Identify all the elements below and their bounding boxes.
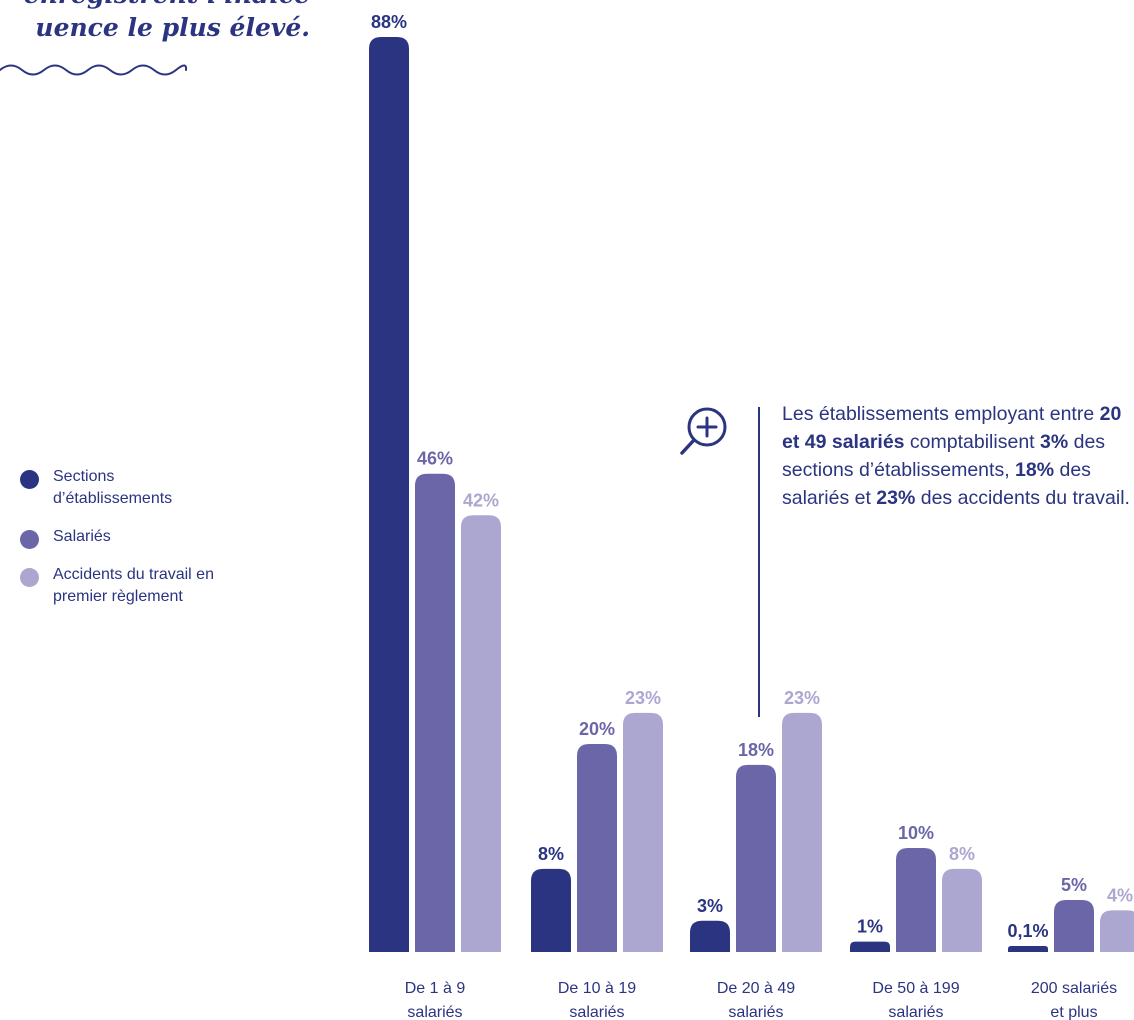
- x-tick-label-cat4-line1: De 50 à 199: [872, 980, 959, 997]
- callout-text-2: comptabilisent: [904, 431, 1040, 453]
- x-tick-label-cat5-line1: 200 salariés: [1031, 980, 1117, 997]
- title-line-1: enregistrent l'indice: [0, 0, 310, 11]
- legend-label-salaries: Salariés: [53, 528, 111, 545]
- x-tick-label-cat1-line1: De 1 à 9: [405, 980, 466, 997]
- title-line-2: uence le plus élevé.: [35, 13, 310, 42]
- legend-item-sections: Sections d’établissements: [20, 466, 233, 510]
- x-tick-label-cat2-line2: salariés: [569, 1004, 624, 1020]
- data-label-series3-cat1: 42%: [463, 490, 499, 510]
- bar-series1-cat1: [369, 37, 409, 952]
- x-tick-label-cat4-line2: salariés: [888, 1004, 943, 1020]
- zoom-in-icon: [680, 407, 727, 455]
- bar-series2-cat3: [736, 764, 776, 952]
- data-label-series2-cat4: 10%: [898, 823, 934, 843]
- data-label-series2-cat1: 46%: [417, 449, 453, 469]
- bar-series3-cat5: [1100, 910, 1134, 952]
- bar-series2-cat2: [577, 744, 617, 952]
- legend-label-accidents: Accidents du travail en premier règlemen…: [53, 566, 214, 605]
- callout-connector-line: [758, 407, 760, 717]
- x-tick-label-cat3-line2: salariés: [728, 1004, 783, 1020]
- bar-series3-cat1: [461, 515, 501, 952]
- data-label-series3-cat2: 23%: [625, 688, 661, 708]
- data-label-series2-cat3: 18%: [738, 740, 774, 760]
- callout-text-1: Les établissements employant entre: [782, 403, 1100, 425]
- callout-text-3: des sections d’établissements,: [782, 431, 1106, 481]
- legend-item-accidents: Accidents du travail en premier règlemen…: [20, 564, 233, 608]
- bar-series2-cat5: [1054, 900, 1094, 952]
- data-label-series1-cat1: 88%: [371, 12, 407, 32]
- legend-dot-salaries: [20, 530, 39, 549]
- bar-series2-cat4: [896, 848, 936, 952]
- x-tick-label-cat5-line2: et plus: [1050, 1004, 1097, 1020]
- x-tick-label-cat2-line1: De 10 à 19: [558, 980, 636, 997]
- callout-bold-4: 23%: [876, 487, 916, 509]
- chart-title: enregistrent l'indice uence le plus élev…: [0, 0, 310, 44]
- bar-series1-cat5: [1008, 946, 1048, 952]
- bar-series3-cat4: [942, 868, 982, 952]
- x-tick-label-cat1-line2: salariés: [407, 1004, 462, 1020]
- bar-series1-cat4: [850, 941, 890, 952]
- wave-divider: [0, 64, 188, 76]
- bar-series2-cat1: [415, 473, 455, 952]
- callout-text: Les établissements employant entre 20 et…: [782, 400, 1134, 512]
- data-label-series3-cat3: 23%: [784, 688, 820, 708]
- callout-text-4: des salariés et: [782, 459, 1091, 509]
- data-label-series2-cat2: 20%: [579, 719, 615, 739]
- data-label-series2-cat5: 5%: [1061, 875, 1087, 895]
- legend-label-sections: Sections d’établissements: [53, 468, 173, 507]
- callout-bold-1: 20 et 49 salariés: [782, 403, 1122, 453]
- bar-series1-cat2: [531, 868, 571, 952]
- data-label-series1-cat2: 8%: [538, 844, 564, 864]
- callout-bold-3: 18%: [1015, 459, 1055, 481]
- legend: Sections d’établissements Salariés Accid…: [20, 466, 233, 608]
- data-label-series3-cat5: 4%: [1107, 885, 1133, 905]
- x-tick-label-cat3-line1: De 20 à 49: [717, 980, 795, 997]
- bar-series3-cat2: [623, 712, 663, 952]
- data-label-series1-cat4: 1%: [857, 917, 883, 937]
- bar-series3-cat3: [782, 712, 822, 952]
- bar-series1-cat3: [690, 920, 730, 952]
- callout-bold-2: 3%: [1040, 431, 1069, 453]
- data-label-series1-cat3: 3%: [697, 896, 723, 916]
- data-label-series3-cat4: 8%: [949, 844, 975, 864]
- callout-text-5: des accidents du travail.: [915, 487, 1130, 509]
- data-label-series1-cat5: 0,1%: [1007, 921, 1048, 941]
- legend-item-salaries: Salariés: [20, 526, 233, 549]
- legend-dot-accidents: [20, 568, 39, 587]
- legend-dot-sections: [20, 470, 39, 489]
